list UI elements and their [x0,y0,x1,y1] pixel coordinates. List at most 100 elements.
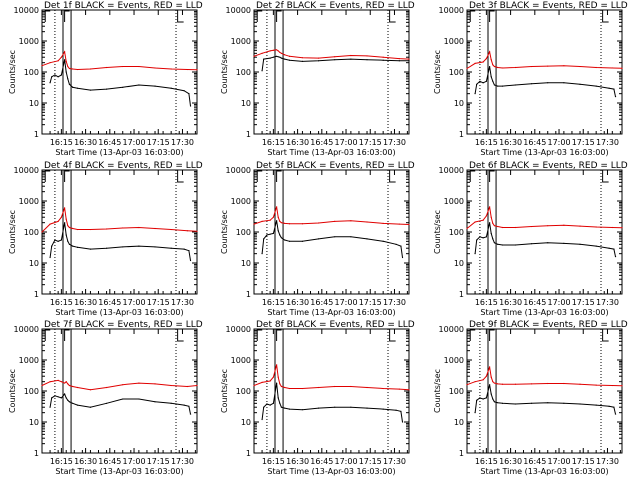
events-data-point [400,245,402,247]
lld-data-point [530,65,533,68]
lld-data-point [288,55,291,57]
events-data-point [613,406,615,408]
events-data-point [489,65,491,68]
events-data-point [65,234,67,236]
lld-data-point [382,222,384,224]
x-tick-label: 16:30 [499,298,522,307]
lld-data-point [60,56,62,58]
chart-title: Det 4f BLACK = Events, RED = LLD [44,161,203,171]
lld-data-point [276,206,278,208]
events-data-point [382,59,384,61]
lld-data-point [288,387,291,390]
lld-data-point [334,220,336,222]
bracket-marker [44,170,51,182]
x-tick-label: 17:30 [596,457,619,466]
y-tick-label: 100 [236,387,251,396]
lld-series-line [253,364,410,391]
events-data-point [269,233,271,235]
y-tick-label: 10000 [14,6,39,15]
lld-series-line [466,50,623,69]
bracket-marker [489,329,495,341]
x-tick-label: 16:45 [310,298,333,307]
lld-data-point [57,220,59,222]
lld-data-point [41,231,43,233]
events-data-point [188,405,190,407]
lld-data-point [366,221,368,223]
lld-data-point [65,381,67,383]
events-data-point [261,70,263,72]
x-axis-label: Start Time (13-Apr-03 16:03:00) [267,308,395,317]
events-data-point [277,56,279,58]
events-data-point [490,76,492,78]
bracket-marker [64,170,70,182]
lld-data-point [105,386,108,389]
lld-data-point [489,366,491,368]
events-data-point [514,244,517,246]
bracket-marker [177,10,184,23]
events-data-point [595,245,597,247]
events-data-point [485,80,487,82]
events-data-point [138,398,140,400]
events-data-point [482,82,484,84]
x-tick-label: 17:00 [548,138,571,147]
events-data-point [154,85,156,87]
events-data-point [530,83,533,85]
events-data-point [497,243,499,245]
lld-data-point [64,207,66,209]
x-axis-label: Start Time (13-Apr-03 16:03:00) [480,308,608,317]
y-tick-label: 1000 [19,37,39,46]
lld-data-point [276,49,278,51]
events-data-point [479,236,481,238]
lld-data-point [334,385,336,388]
events-data-point [189,105,192,107]
events-data-point [54,395,56,397]
events-data-point [613,248,615,250]
lld-data-point [492,222,494,224]
chart-panel-8: Det 8f BLACK = Events, RED = LLD 1 10 100 10… [220,320,415,476]
y-tick-label: 1 [34,130,39,139]
lld-data-point [186,230,188,232]
events-data-point [301,240,304,242]
events-data-point [263,238,265,240]
events-data-point [614,256,617,258]
events-data-point [72,86,74,88]
lld-data-point [317,57,320,59]
y-tick-label: 100 [236,228,251,237]
bracket-marker [469,329,476,341]
events-data-point [492,80,494,82]
lld-data-point [68,226,71,229]
events-data-point [170,402,172,404]
lld-data-point [501,383,504,385]
lld-data-point [279,383,281,385]
y-tick-label: 10 [454,99,464,108]
lld-data-point [60,381,62,383]
events-data-point [51,245,53,247]
plot-frame [253,169,410,295]
y-tick-label: 100 [236,68,251,77]
lld-data-point [280,52,283,54]
events-data-point [476,83,478,85]
lld-data-point [493,382,496,384]
events-data-point [276,220,278,222]
events-data-point [334,59,336,61]
y-tick-label: 10000 [226,166,251,175]
events-data-point [485,236,487,238]
y-tick-label: 10 [454,418,464,427]
lld-data-point [138,226,140,229]
x-axis-label: Start Time (13-Apr-03 16:03:00) [55,148,183,157]
lld-data-point [186,385,188,388]
x-tick-label: 17:00 [548,457,571,466]
lld-data-point [514,383,517,385]
x-tick-label: 17:15 [147,138,170,147]
chart-panel-2: Det 2f BLACK = Events, RED = LLD 1 10 100 10… [220,1,415,157]
events-data-point [530,243,533,245]
events-data-point [485,397,487,399]
events-data-point [64,393,66,395]
events-data-point [547,402,549,404]
x-tick-label: 17:00 [335,457,358,466]
x-tick-label: 17:15 [359,138,382,147]
events-data-point [476,239,478,241]
x-tick-label: 17:15 [572,298,595,307]
events-data-point [334,406,336,408]
lld-data-point [196,69,198,71]
